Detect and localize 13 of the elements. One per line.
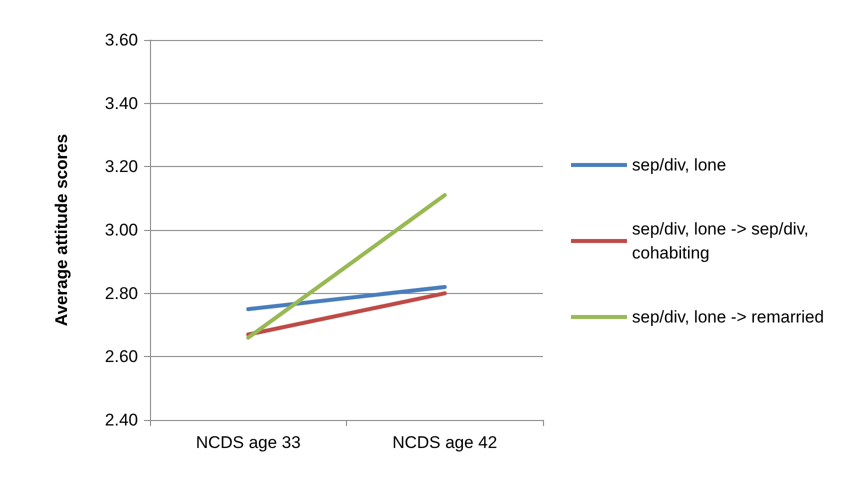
- y-tick-label: 2.60: [104, 347, 138, 366]
- legend-label: sep/div, lone: [632, 156, 726, 174]
- y-tick-label: 3.00: [104, 220, 138, 240]
- x-tick-label: NCDS age 42: [392, 433, 498, 452]
- y-tick-label: 2.40: [104, 410, 138, 430]
- y-axis-title: Average attitude scores: [52, 134, 71, 326]
- y-tick-label: 2.80: [104, 284, 138, 303]
- x-tick-label: NCDS age 33: [196, 433, 301, 452]
- y-tick-label: 3.60: [104, 30, 138, 50]
- legend-label: sep/div, lone -> sep/div, cohabiting: [632, 220, 814, 262]
- y-tick-label: 3.40: [104, 94, 138, 113]
- y-tick-label: 3.20: [104, 157, 138, 176]
- legend-label: sep/div, lone -> remarried: [632, 308, 824, 326]
